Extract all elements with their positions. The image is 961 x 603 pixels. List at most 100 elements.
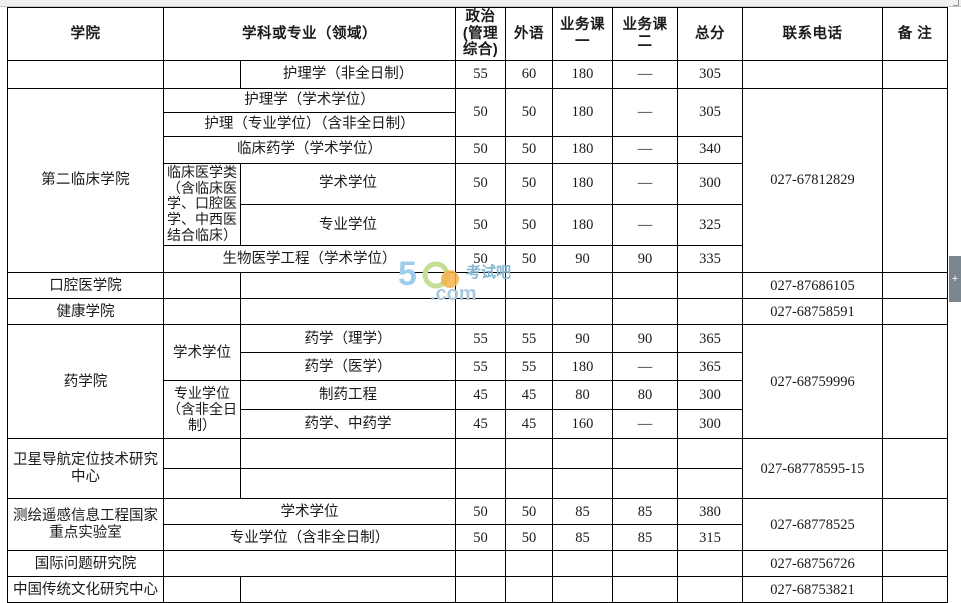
cell-course-one: 180 (552, 203, 613, 247)
cell-course-two: — (612, 87, 678, 137)
cell-politics: 50 (455, 245, 506, 274)
cell-major: 专业学位 (240, 203, 456, 247)
cell-major (240, 468, 456, 500)
cell-remark (882, 272, 948, 300)
cell-course-one: 180 (552, 87, 613, 137)
cell-total (677, 298, 743, 326)
cell-major: 专业学位（含非全日制） (163, 524, 456, 552)
header-politics: 政治(管理综合) (455, 7, 506, 61)
cell-foreign (505, 576, 553, 603)
table-row: 健康学院 027-68758591 (7, 298, 948, 326)
cell-major: 学术学位 (163, 498, 456, 526)
cell-remark (882, 59, 948, 89)
cell-phone: 027-68778525 (742, 498, 883, 552)
cell-phone (742, 59, 883, 89)
table-row: 国际问题研究院 027-68756726 (7, 550, 948, 578)
cell-course-two: 85 (612, 498, 678, 526)
table-header-row: 学院 学科或专业（领域） 政治(管理综合) 外语 业务课 一 业务课 二 总分 … (7, 7, 948, 61)
table-row: 护理学（非全日制） 55 60 180 — 305 (7, 59, 948, 89)
cell-foreign: 50 (505, 87, 553, 137)
cell-foreign: 50 (505, 245, 553, 274)
table-container: 学院 学科或专业（领域） 政治(管理综合) 外语 业务课 一 业务课 二 总分 … (7, 7, 948, 603)
cell-degree-group (163, 272, 241, 300)
scrollbar-thumb[interactable]: + (949, 256, 961, 302)
cell-major (240, 438, 456, 470)
cell-major: 生物医学工程（学术学位） (163, 245, 456, 274)
cell-politics: 55 (455, 352, 506, 382)
cell-degree-group (163, 468, 241, 500)
table-row: 护理（专业学位）（含非全日制） (8, 111, 948, 137)
cell-foreign: 50 (505, 498, 553, 526)
cell-course-one: 180 (552, 162, 613, 205)
cell-degree-group (163, 438, 241, 470)
cell-course-one (552, 298, 613, 326)
cell-course-two: 85 (612, 524, 678, 552)
cell-remark (882, 438, 948, 500)
table-row: 第二临床学院 护理学（学术学位） 50 50 180 — 305 027-678… (7, 87, 948, 274)
header-course-one-line1: 业务课 (560, 17, 605, 34)
cell-total: 335 (677, 245, 743, 274)
cell-college: 测绘遥感信息工程国家重点实验室 (7, 498, 164, 552)
cell-course-two (612, 576, 678, 603)
cell-foreign (505, 272, 553, 300)
cell-politics: 50 (455, 203, 506, 247)
cell-course-two (612, 438, 678, 470)
cell-degree-group: 学术学位 (163, 324, 241, 382)
cell-major: 临床药学（学术学位） (163, 135, 456, 164)
cell-total: 305 (677, 59, 743, 89)
cell-politics: 55 (455, 324, 506, 354)
cell-course-one: 80 (552, 380, 613, 411)
cell-phone: 027-68756726 (742, 550, 883, 578)
cell-major: 制药工程 (240, 380, 456, 411)
cell-total: 365 (677, 324, 743, 354)
cell-politics (455, 298, 506, 326)
cell-major: 药学、中药学 (240, 409, 456, 440)
cell-course-one: 180 (552, 135, 613, 164)
cell-foreign: 60 (505, 59, 553, 89)
cell-total (677, 576, 743, 603)
cell-remark (882, 324, 948, 440)
header-course-two-line2: 二 (637, 33, 653, 50)
cell-college: 药学院 (7, 324, 164, 440)
cell-major (240, 272, 456, 300)
cell-foreign: 55 (505, 324, 553, 354)
cell-politics: 50 (455, 135, 506, 164)
cell-phone: 027-67812829 (742, 87, 883, 274)
table-row: 口腔医学院 027-87686105 (7, 272, 948, 300)
cell-major: 护理学（非全日制） (240, 59, 456, 89)
cell-politics: 45 (455, 409, 506, 440)
cell-foreign (505, 298, 553, 326)
header-foreign-language: 外语 (505, 7, 553, 61)
table-row: 中国传统文化研究中心 027-68753821 (7, 576, 948, 603)
cell-total: 315 (677, 524, 743, 552)
header-college: 学院 (7, 7, 164, 61)
cell-degree-group (163, 576, 241, 603)
header-course-one: 业务课 一 (552, 7, 613, 61)
cell-degree-group (163, 298, 241, 326)
table-row: 药学、中药学 45 45 160 — 300 (8, 409, 948, 440)
cell-major: 护理（专业学位）（含非全日制） (163, 111, 456, 137)
cell-course-one: 90 (552, 324, 613, 354)
cell-major: 学术学位 (240, 162, 456, 205)
cell-college: 国际问题研究院 (7, 550, 164, 578)
cell-college: 中国传统文化研究中心 (7, 576, 164, 603)
cell-course-two: — (612, 203, 678, 247)
cell-phone: 027-68753821 (742, 576, 883, 603)
cell-total: 300 (677, 380, 743, 411)
cell-course-two (612, 272, 678, 300)
cell-politics: 55 (455, 59, 506, 89)
cell-remark (882, 576, 948, 603)
header-contact-phone: 联系电话 (742, 7, 883, 61)
cell-major (163, 550, 456, 578)
cell-politics: 50 (455, 87, 506, 137)
cell-course-one: 90 (552, 245, 613, 274)
header-course-one-line2: 一 (575, 33, 590, 50)
cell-college: 口腔医学院 (7, 272, 164, 300)
cell-total (677, 550, 743, 578)
cell-course-one (552, 468, 613, 500)
cell-total: 380 (677, 498, 743, 526)
cell-degree-group (163, 59, 241, 89)
cell-politics: 45 (455, 380, 506, 411)
cell-major (240, 576, 456, 603)
cell-course-one: 180 (552, 352, 613, 382)
